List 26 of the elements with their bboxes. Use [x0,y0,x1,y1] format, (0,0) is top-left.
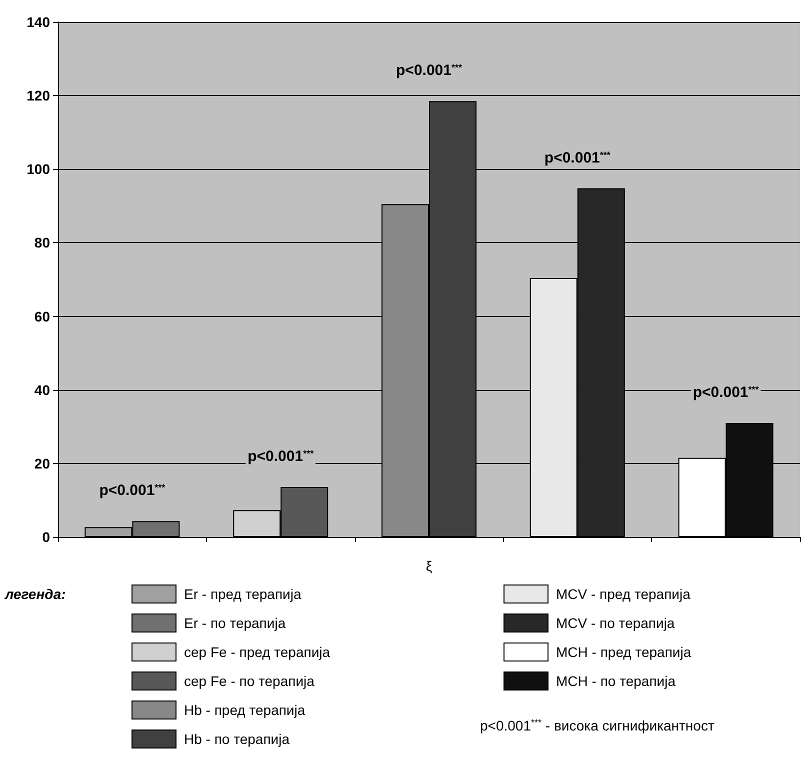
y-tick-label: 60 [34,308,50,324]
y-tick-label: 140 [26,14,50,30]
annotation: p<0.001*** [248,448,314,465]
y-tick-label: 80 [34,234,50,251]
y-tick-label: 20 [34,455,50,472]
legend-label: MCV - пред терапија [556,586,691,602]
legend-label: Hb - пред терапија [184,702,306,718]
x-axis-title: ξ [426,558,432,574]
legend-label: MCH - пред терапија [556,644,692,660]
y-tick-label: 40 [34,382,50,398]
annotation: p<0.001*** [99,482,166,500]
y-tick-label: 0 [42,529,50,545]
y-tick-label: 120 [26,88,50,104]
legend-label: MCV - по терапија [556,615,675,631]
legend-title: легенда: [4,586,66,602]
legend-label: MCH - по терапија [556,673,676,689]
legend-label: Er - по терапија [184,615,286,631]
legend-label: Er - пред терапија [184,586,302,602]
legend-label: сер Fe - пред терапија [184,644,330,660]
y-tick-label: 100 [26,161,50,178]
legend-label: сер Fe - по терапија [184,673,315,689]
annotation: p<0.001*** [692,384,760,401]
annotation: p<0.001*** [396,62,462,80]
legend-label: Hb - по терапија [184,731,290,747]
text: p<0.001*** - висока сигнификантност [480,718,715,734]
annotation: p<0.001*** [544,149,611,166]
